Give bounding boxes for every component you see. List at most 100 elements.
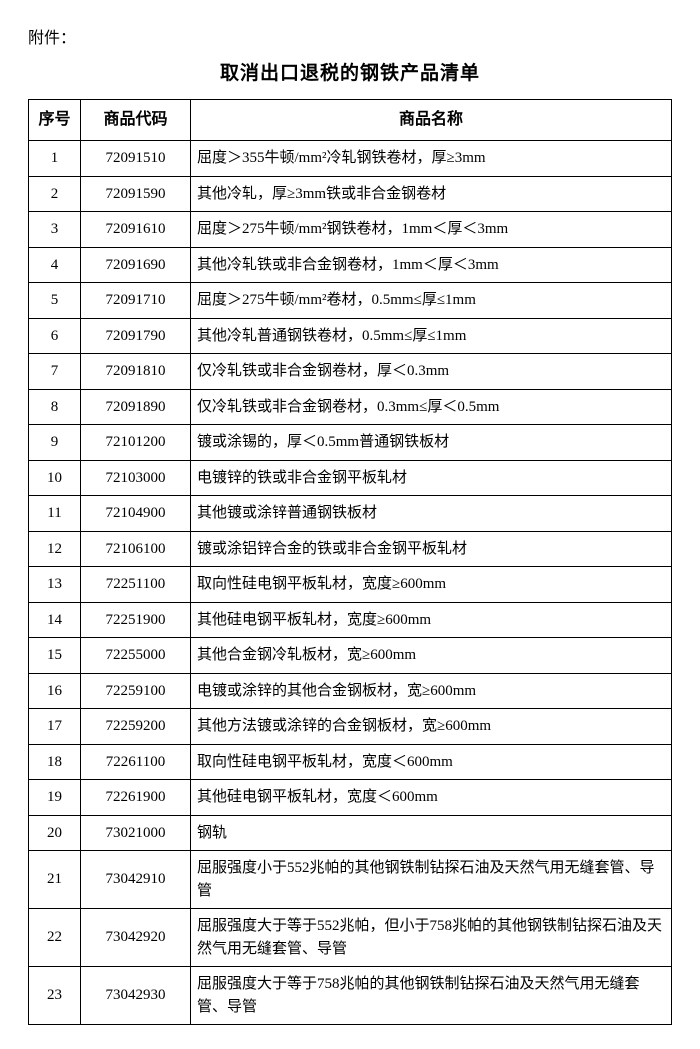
cell-code: 72255000: [81, 638, 191, 674]
cell-code: 72103000: [81, 460, 191, 496]
cell-name: 镀或涂铝锌合金的铁或非合金钢平板轧材: [191, 531, 672, 567]
table-row: 2073021000钢轨: [29, 815, 672, 851]
cell-name: 钢轨: [191, 815, 672, 851]
cell-code: 73021000: [81, 815, 191, 851]
cell-seq: 23: [29, 967, 81, 1025]
cell-seq: 7: [29, 354, 81, 390]
cell-name: 屈度＞275牛顿/mm²钢铁卷材，1mm＜厚＜3mm: [191, 212, 672, 248]
cell-seq: 20: [29, 815, 81, 851]
cell-name: 屈度＞275牛顿/mm²卷材，0.5mm≤厚≤1mm: [191, 283, 672, 319]
cell-code: 72259200: [81, 709, 191, 745]
cell-code: 72091890: [81, 389, 191, 425]
cell-code: 72091590: [81, 176, 191, 212]
cell-seq: 1: [29, 141, 81, 177]
cell-seq: 13: [29, 567, 81, 603]
cell-seq: 4: [29, 247, 81, 283]
table-row: 472091690其他冷轧铁或非合金钢卷材，1mm＜厚＜3mm: [29, 247, 672, 283]
col-header-seq: 序号: [29, 100, 81, 141]
table-row: 2273042920屈服强度大于等于552兆帕，但小于758兆帕的其他钢铁制钻探…: [29, 909, 672, 967]
cell-seq: 18: [29, 744, 81, 780]
cell-name: 取向性硅电钢平板轧材，宽度＜600mm: [191, 744, 672, 780]
table-row: 2173042910屈服强度小于552兆帕的其他钢铁制钻探石油及天然气用无缝套管…: [29, 851, 672, 909]
table-row: 1972261900其他硅电钢平板轧材，宽度＜600mm: [29, 780, 672, 816]
table-row: 872091890仅冷轧铁或非合金钢卷材，0.3mm≤厚＜0.5mm: [29, 389, 672, 425]
cell-code: 72259100: [81, 673, 191, 709]
cell-name: 电镀锌的铁或非合金钢平板轧材: [191, 460, 672, 496]
cell-seq: 14: [29, 602, 81, 638]
table-row: 1872261100取向性硅电钢平板轧材，宽度＜600mm: [29, 744, 672, 780]
cell-code: 72091610: [81, 212, 191, 248]
cell-code: 72091790: [81, 318, 191, 354]
cell-name: 仅冷轧铁或非合金钢卷材，0.3mm≤厚＜0.5mm: [191, 389, 672, 425]
cell-seq: 5: [29, 283, 81, 319]
cell-code: 72091810: [81, 354, 191, 390]
cell-code: 72251900: [81, 602, 191, 638]
cell-name: 其他镀或涂锌普通钢铁板材: [191, 496, 672, 532]
col-header-code: 商品代码: [81, 100, 191, 141]
table-row: 2373042930屈服强度大于等于758兆帕的其他钢铁制钻探石油及天然气用无缝…: [29, 967, 672, 1025]
col-header-name: 商品名称: [191, 100, 672, 141]
cell-seq: 22: [29, 909, 81, 967]
products-table: 序号 商品代码 商品名称 172091510屈度＞355牛顿/mm²冷轧钢铁卷材…: [28, 99, 672, 1025]
table-row: 972101200镀或涂锡的，厚＜0.5mm普通钢铁板材: [29, 425, 672, 461]
cell-code: 72261100: [81, 744, 191, 780]
table-row: 172091510屈度＞355牛顿/mm²冷轧钢铁卷材，厚≥3mm: [29, 141, 672, 177]
cell-seq: 3: [29, 212, 81, 248]
table-row: 772091810仅冷轧铁或非合金钢卷材，厚＜0.3mm: [29, 354, 672, 390]
cell-name: 其他合金钢冷轧板材，宽≥600mm: [191, 638, 672, 674]
cell-code: 73042910: [81, 851, 191, 909]
cell-seq: 6: [29, 318, 81, 354]
cell-seq: 10: [29, 460, 81, 496]
table-row: 1272106100镀或涂铝锌合金的铁或非合金钢平板轧材: [29, 531, 672, 567]
cell-name: 仅冷轧铁或非合金钢卷材，厚＜0.3mm: [191, 354, 672, 390]
document-title: 取消出口退税的钢铁产品清单: [28, 58, 672, 85]
cell-seq: 2: [29, 176, 81, 212]
table-row: 1572255000其他合金钢冷轧板材，宽≥600mm: [29, 638, 672, 674]
cell-name: 屈度＞355牛顿/mm²冷轧钢铁卷材，厚≥3mm: [191, 141, 672, 177]
cell-seq: 8: [29, 389, 81, 425]
cell-code: 72261900: [81, 780, 191, 816]
table-row: 1172104900其他镀或涂锌普通钢铁板材: [29, 496, 672, 532]
cell-seq: 11: [29, 496, 81, 532]
cell-name: 电镀或涂锌的其他合金钢板材，宽≥600mm: [191, 673, 672, 709]
cell-seq: 19: [29, 780, 81, 816]
table-row: 1672259100电镀或涂锌的其他合金钢板材，宽≥600mm: [29, 673, 672, 709]
cell-name: 其他冷轧铁或非合金钢卷材，1mm＜厚＜3mm: [191, 247, 672, 283]
cell-seq: 17: [29, 709, 81, 745]
table-row: 1472251900其他硅电钢平板轧材，宽度≥600mm: [29, 602, 672, 638]
cell-seq: 15: [29, 638, 81, 674]
table-row: 272091590其他冷轧，厚≥3mm铁或非合金钢卷材: [29, 176, 672, 212]
cell-name: 镀或涂锡的，厚＜0.5mm普通钢铁板材: [191, 425, 672, 461]
cell-code: 72251100: [81, 567, 191, 603]
cell-code: 72104900: [81, 496, 191, 532]
cell-name: 其他硅电钢平板轧材，宽度＜600mm: [191, 780, 672, 816]
cell-code: 73042930: [81, 967, 191, 1025]
attachment-label: 附件：: [28, 24, 672, 48]
cell-name: 其他方法镀或涂锌的合金钢板材，宽≥600mm: [191, 709, 672, 745]
table-body: 172091510屈度＞355牛顿/mm²冷轧钢铁卷材，厚≥3mm2720915…: [29, 141, 672, 1025]
cell-code: 72106100: [81, 531, 191, 567]
cell-name: 其他硅电钢平板轧材，宽度≥600mm: [191, 602, 672, 638]
cell-name: 屈服强度大于等于552兆帕，但小于758兆帕的其他钢铁制钻探石油及天然气用无缝套…: [191, 909, 672, 967]
cell-name: 其他冷轧，厚≥3mm铁或非合金钢卷材: [191, 176, 672, 212]
table-row: 1772259200其他方法镀或涂锌的合金钢板材，宽≥600mm: [29, 709, 672, 745]
cell-code: 72091710: [81, 283, 191, 319]
cell-seq: 21: [29, 851, 81, 909]
cell-code: 73042920: [81, 909, 191, 967]
cell-seq: 12: [29, 531, 81, 567]
table-row: 1372251100取向性硅电钢平板轧材，宽度≥600mm: [29, 567, 672, 603]
table-row: 372091610屈度＞275牛顿/mm²钢铁卷材，1mm＜厚＜3mm: [29, 212, 672, 248]
cell-name: 其他冷轧普通钢铁卷材，0.5mm≤厚≤1mm: [191, 318, 672, 354]
table-row: 672091790其他冷轧普通钢铁卷材，0.5mm≤厚≤1mm: [29, 318, 672, 354]
cell-name: 屈服强度小于552兆帕的其他钢铁制钻探石油及天然气用无缝套管、导管: [191, 851, 672, 909]
table-row: 1072103000电镀锌的铁或非合金钢平板轧材: [29, 460, 672, 496]
table-header-row: 序号 商品代码 商品名称: [29, 100, 672, 141]
cell-name: 取向性硅电钢平板轧材，宽度≥600mm: [191, 567, 672, 603]
cell-code: 72101200: [81, 425, 191, 461]
cell-seq: 16: [29, 673, 81, 709]
cell-seq: 9: [29, 425, 81, 461]
cell-code: 72091510: [81, 141, 191, 177]
cell-name: 屈服强度大于等于758兆帕的其他钢铁制钻探石油及天然气用无缝套管、导管: [191, 967, 672, 1025]
table-row: 572091710屈度＞275牛顿/mm²卷材，0.5mm≤厚≤1mm: [29, 283, 672, 319]
cell-code: 72091690: [81, 247, 191, 283]
